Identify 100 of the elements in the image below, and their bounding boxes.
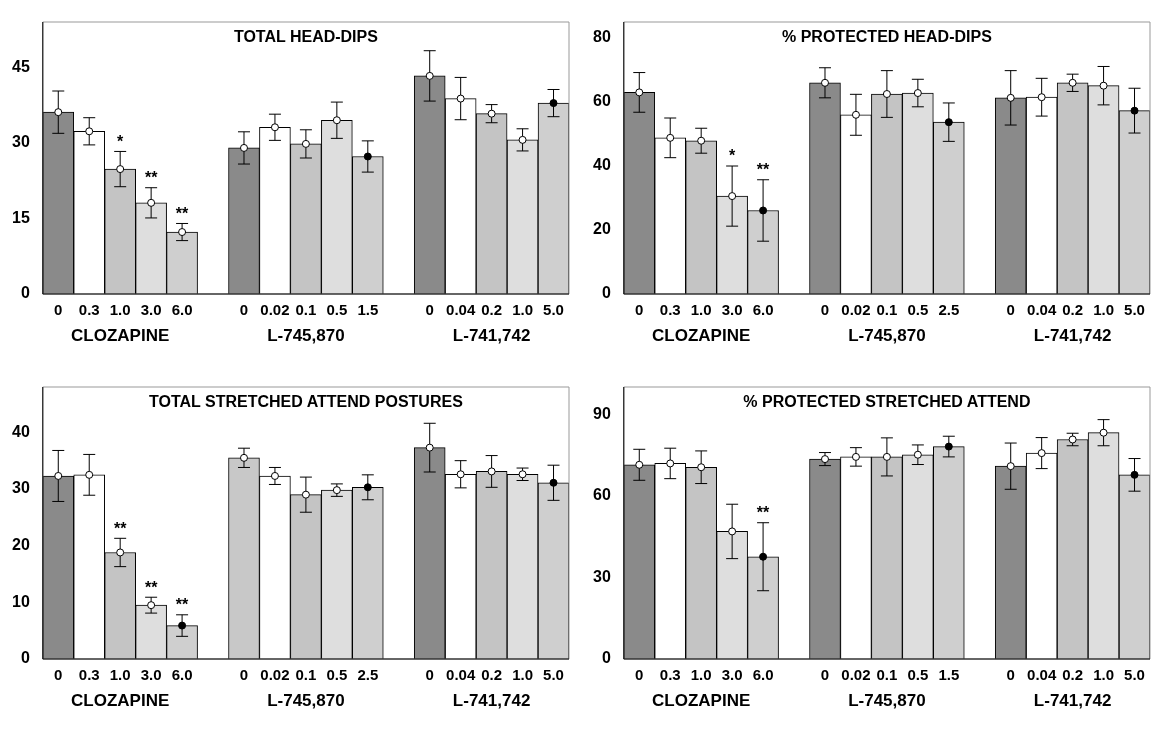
x-tick-label: 0 — [54, 666, 63, 684]
data-label: ** — [113, 519, 128, 537]
text: L-745,870 — [267, 326, 345, 346]
x-tick-label: 0.04 — [1027, 666, 1057, 684]
data-label: ** — [756, 161, 771, 179]
x-tick-label: 0.2 — [1062, 301, 1084, 319]
x-tick-label: 0.02 — [841, 666, 871, 684]
x-tick-label: 0.3 — [659, 666, 681, 684]
x-tick-label: 0.02 — [260, 666, 290, 684]
x-tick-label: 0 — [820, 301, 830, 319]
x-tick-label: 0 — [425, 301, 434, 319]
chart-title: TOTAL STRETCHED ATTEND POSTURES — [149, 393, 464, 411]
y-tick-label: 10 — [12, 592, 30, 610]
x-tick-label: 0.04 — [446, 301, 476, 319]
x-tick-label: 1.0 — [1093, 301, 1114, 319]
x-tick-label: 0.5 — [326, 666, 348, 684]
x-tick-label: 5.0 — [543, 301, 564, 319]
x-tick-label: 0 — [1006, 301, 1015, 319]
x-tick-label: 0.5 — [907, 301, 929, 319]
text: L-741,742 — [452, 691, 531, 711]
text: L-745,870 — [267, 691, 345, 711]
x-tick-label: 1.5 — [938, 666, 960, 684]
x-tick-label: 0.04 — [1027, 301, 1057, 319]
text: CLOZAPINE — [652, 691, 751, 711]
y-tick-label: 30 — [12, 479, 30, 497]
chart-title: TOTAL HEAD-DIPS — [233, 28, 379, 46]
x-tick-label: 0.04 — [446, 666, 476, 684]
text: L-741,742 — [452, 326, 531, 346]
y-tick-label: 40 — [12, 422, 30, 440]
y-tick-label: 40 — [593, 156, 611, 174]
x-tick-label: 0 — [820, 666, 830, 684]
x-tick-label: 1.0 — [109, 666, 131, 684]
data-label: ** — [175, 204, 190, 222]
data-label: * — [729, 147, 737, 165]
x-tick-label: 0.2 — [481, 301, 503, 319]
y-tick-label: 0 — [20, 649, 30, 667]
x-tick-label: 0 — [54, 301, 63, 319]
text: L-745,870 — [848, 691, 926, 711]
x-tick-label: 0.1 — [876, 301, 898, 319]
chart-title: % PROTECTED HEAD-DIPS — [782, 28, 993, 46]
x-tick-label: 6.0 — [752, 301, 774, 319]
text: CLOZAPINE — [71, 691, 170, 711]
text: CLOZAPINE — [652, 326, 751, 346]
x-tick-label: 3.0 — [721, 301, 743, 319]
x-tick-label: 1.0 — [690, 666, 712, 684]
y-tick-label: 80 — [593, 28, 611, 46]
x-tick-label: 0 — [635, 666, 644, 684]
data-label: ** — [144, 578, 159, 596]
x-tick-label: 1.0 — [512, 301, 533, 319]
x-tick-label: 0 — [425, 666, 434, 684]
x-tick-label: 0.2 — [481, 666, 503, 684]
x-tick-label: 1.0 — [1093, 666, 1114, 684]
y-tick-label: 30 — [593, 567, 611, 585]
y-tick-label: 20 — [593, 220, 611, 238]
x-tick-label: 0.02 — [260, 301, 290, 319]
y-tick-label: 15 — [12, 208, 30, 226]
x-tick-label: 1.0 — [109, 301, 131, 319]
x-tick-label: 2.5 — [938, 301, 960, 319]
x-tick-label: 0.1 — [295, 301, 317, 319]
x-tick-label: 0.3 — [78, 301, 100, 319]
x-tick-label: 0.5 — [907, 666, 929, 684]
y-tick-label: 30 — [12, 133, 30, 151]
data-label: * — [117, 132, 125, 150]
text: L-745,870 — [848, 326, 926, 346]
x-tick-label: 3.0 — [140, 666, 162, 684]
x-tick-label: 3.0 — [140, 301, 162, 319]
x-tick-label: 6.0 — [171, 666, 193, 684]
x-tick-label: 5.0 — [1124, 301, 1145, 319]
x-tick-label: 1.0 — [690, 301, 712, 319]
x-tick-label: 0.1 — [876, 666, 898, 684]
x-tick-label: 0.3 — [659, 301, 681, 319]
x-tick-label: 0.2 — [1062, 666, 1084, 684]
text: L-741,742 — [1033, 691, 1112, 711]
x-tick-label: 1.5 — [357, 301, 379, 319]
y-tick-label: 0 — [20, 284, 30, 302]
y-tick-label: 20 — [12, 536, 30, 554]
x-tick-label: 0 — [1006, 666, 1015, 684]
x-tick-label: 0 — [239, 666, 249, 684]
chart-title: % PROTECTED STRETCHED ATTEND — [743, 393, 1031, 411]
data-label: ** — [756, 504, 771, 522]
y-tick-label: 60 — [593, 92, 611, 110]
text: L-741,742 — [1033, 326, 1112, 346]
x-tick-label: 0.3 — [78, 666, 100, 684]
y-tick-label: 0 — [601, 649, 611, 667]
y-tick-label: 90 — [593, 404, 611, 422]
x-tick-label: 0.5 — [326, 301, 348, 319]
x-tick-label: 5.0 — [543, 666, 564, 684]
y-tick-label: 45 — [12, 57, 30, 75]
x-tick-label: 3.0 — [721, 666, 743, 684]
x-tick-label: 6.0 — [171, 301, 193, 319]
x-tick-label: 0.1 — [295, 666, 317, 684]
x-tick-label: 6.0 — [752, 666, 774, 684]
data-label: ** — [144, 169, 159, 187]
x-tick-label: 1.0 — [512, 666, 533, 684]
x-tick-label: 2.5 — [357, 666, 379, 684]
x-tick-label: 0.02 — [841, 301, 871, 319]
x-tick-label: 0 — [239, 301, 249, 319]
text: CLOZAPINE — [71, 326, 170, 346]
data-label: ** — [175, 596, 190, 614]
y-tick-label: 0 — [601, 284, 611, 302]
